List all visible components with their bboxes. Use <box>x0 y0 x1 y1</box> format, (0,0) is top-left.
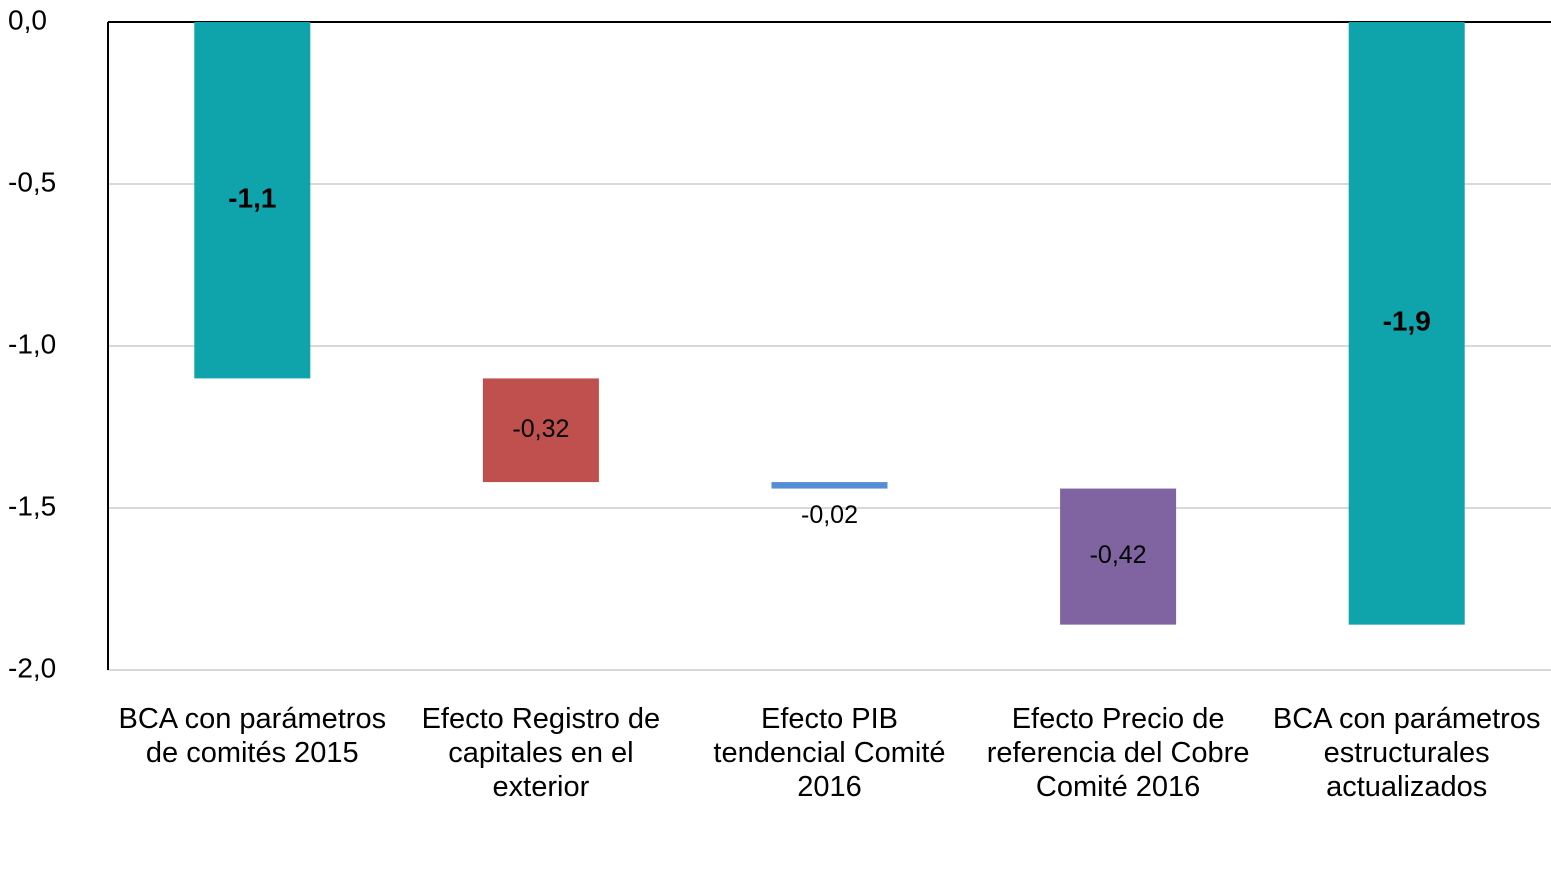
data-label: -0,02 <box>801 501 858 529</box>
data-label: -0,32 <box>512 415 569 443</box>
bar <box>771 482 888 489</box>
bar <box>1060 488 1177 625</box>
y-tick-label: -1,5 <box>8 490 56 521</box>
x-tick-label: Efecto PIB tendencial Comité 2016 <box>713 703 946 803</box>
y-tick-label: -0,5 <box>8 166 56 197</box>
x-tick-label: Efecto Precio de referencia del Cobre Co… <box>986 703 1250 803</box>
data-label: -0,42 <box>1090 541 1147 569</box>
bar <box>194 22 311 379</box>
data-label: -1,1 <box>228 183 276 214</box>
bar <box>482 378 599 483</box>
bar <box>1348 22 1465 625</box>
y-tick-label: 0,0 <box>8 4 47 35</box>
x-tick-label: Efecto Registro de capitales en el exter… <box>421 703 661 803</box>
x-tick-label: BCA con parámetros estructurales actuali… <box>1272 703 1541 803</box>
x-tick-label: BCA con parámetros de comités 2015 <box>118 703 387 769</box>
data-label: -1,9 <box>1383 306 1431 337</box>
y-tick-label: -1,0 <box>8 328 56 359</box>
y-tick-label: -2,0 <box>8 652 56 683</box>
